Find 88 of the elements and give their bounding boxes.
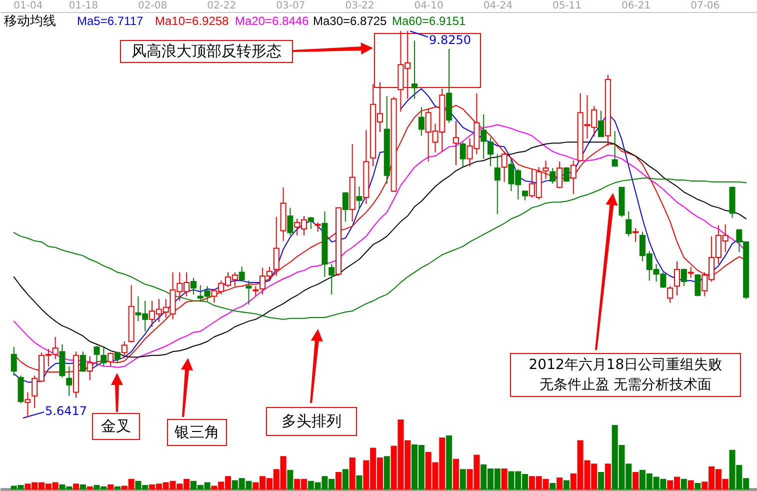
candlestick xyxy=(494,154,500,215)
candlestick xyxy=(108,352,114,367)
annotation: 无条件止盈 无需分析技术面 xyxy=(539,376,712,395)
x-tick-label: 04-10 xyxy=(414,0,444,12)
bar xyxy=(384,456,390,490)
candlestick xyxy=(626,210,632,237)
text: Ma20=6.8446 xyxy=(235,14,309,28)
candlestick xyxy=(694,274,701,297)
bar xyxy=(598,472,604,490)
bar xyxy=(80,484,86,490)
annotation: 银三角 xyxy=(167,419,227,446)
candlestick xyxy=(18,375,24,404)
bar xyxy=(604,464,611,490)
candlestick xyxy=(80,351,86,372)
bar xyxy=(73,484,80,490)
candlestick xyxy=(501,150,508,182)
candlestick xyxy=(418,106,424,136)
candlestick xyxy=(667,286,674,304)
text: Ma5=6.7117 xyxy=(77,14,144,28)
x-tick-label: 01-18 xyxy=(68,0,98,12)
text: Ma10=6.9258 xyxy=(155,14,229,28)
annotation: 2012年六月18日公司重组失败 xyxy=(528,356,722,375)
annotation: 5.6417 xyxy=(45,404,87,418)
annotation: 多头排列 xyxy=(266,407,357,436)
x-tick-label: 01-04 xyxy=(14,0,43,12)
bar xyxy=(349,457,356,490)
candlestick xyxy=(328,263,335,295)
candlestick xyxy=(522,190,528,201)
bar xyxy=(550,482,556,490)
candlestick xyxy=(342,192,348,222)
bar xyxy=(563,480,570,490)
bar xyxy=(501,468,508,490)
candlestick xyxy=(246,280,252,306)
candlestick xyxy=(114,351,120,364)
candlestick xyxy=(287,207,294,236)
bar xyxy=(680,478,687,490)
candlestick xyxy=(570,160,576,194)
candlestick xyxy=(66,366,72,396)
text: Ma30=6.8725 xyxy=(313,14,387,28)
candlestick xyxy=(59,344,66,378)
bar xyxy=(452,458,459,490)
annotation: 9.8250 xyxy=(429,33,471,47)
bar xyxy=(446,435,452,490)
bar xyxy=(460,469,466,490)
bar xyxy=(688,480,694,490)
candlestick xyxy=(121,340,128,358)
candlestick xyxy=(674,260,680,296)
candlestick xyxy=(612,130,618,167)
x-tick-label: 03-22 xyxy=(345,0,374,12)
candlestick xyxy=(24,392,31,418)
bar xyxy=(632,472,639,490)
candlestick xyxy=(632,228,639,242)
bar xyxy=(342,469,348,490)
annotation: 风高浪大顶部反转形态 xyxy=(120,40,293,63)
candlestick xyxy=(550,168,556,184)
candlestick xyxy=(356,186,362,210)
x-tick-label: 06-21 xyxy=(622,0,651,12)
annotation: 金叉 xyxy=(92,413,140,440)
candlestick xyxy=(238,266,245,282)
x-tick-label: 03-07 xyxy=(276,0,306,12)
bar xyxy=(108,484,114,490)
candlestick xyxy=(452,120,459,166)
text: Ma60=6.9151 xyxy=(392,14,466,28)
chart-title: 移动均线 xyxy=(4,13,56,30)
bar xyxy=(694,482,701,490)
candlestick xyxy=(412,40,418,100)
candlestick xyxy=(460,142,466,168)
bar xyxy=(114,486,120,490)
x-tick-label: 05-11 xyxy=(552,0,582,12)
bar xyxy=(356,475,362,490)
candlestick xyxy=(308,216,314,230)
candlestick xyxy=(563,166,570,182)
x-tick-label: 02-08 xyxy=(138,0,168,12)
x-tick-label: 04-24 xyxy=(483,0,512,12)
candlestick xyxy=(190,277,196,295)
x-tick-label: 02-22 xyxy=(207,0,236,12)
candlestick xyxy=(273,216,280,276)
candlestick xyxy=(100,346,107,367)
x-tick-label: 07-06 xyxy=(690,0,720,12)
candlestick xyxy=(94,346,100,367)
candlestick xyxy=(556,161,563,189)
bar xyxy=(86,486,93,490)
candlestick xyxy=(10,346,17,376)
bar xyxy=(287,470,294,490)
bar xyxy=(556,477,563,490)
candlestick xyxy=(598,110,604,138)
candlestick xyxy=(680,268,687,287)
bar xyxy=(336,472,342,490)
